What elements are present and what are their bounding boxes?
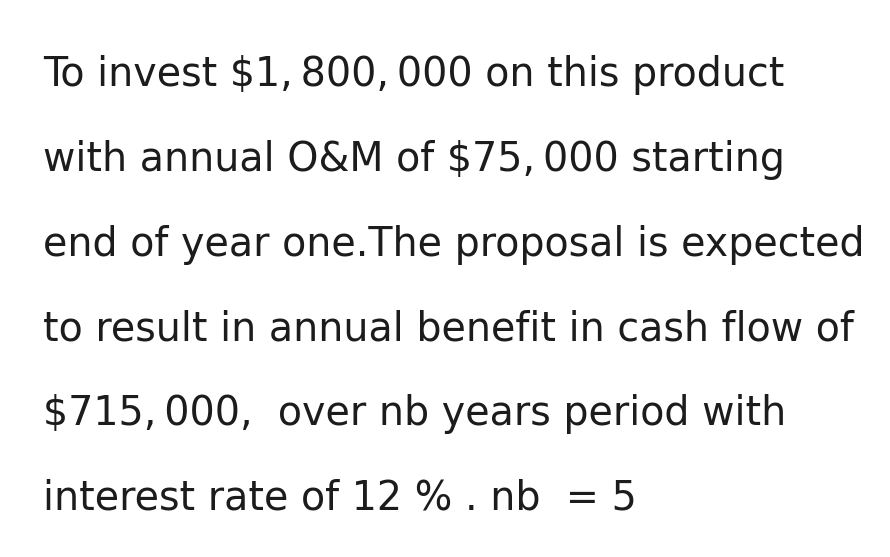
Text: To invest $1, 800, 000 on this product: To invest $1, 800, 000 on this product	[43, 55, 784, 95]
Text: with annual O&M of $75, 000 starting: with annual O&M of $75, 000 starting	[43, 140, 785, 180]
Text: interest rate of 12 % . nb  = 5: interest rate of 12 % . nb = 5	[43, 478, 636, 519]
Text: end of year one.The proposal is expected: end of year one.The proposal is expected	[43, 224, 864, 265]
Text: $715, 000,  over nb years period with: $715, 000, over nb years period with	[43, 394, 786, 434]
Text: to result in annual benefit in cash flow of: to result in annual benefit in cash flow…	[43, 309, 854, 349]
